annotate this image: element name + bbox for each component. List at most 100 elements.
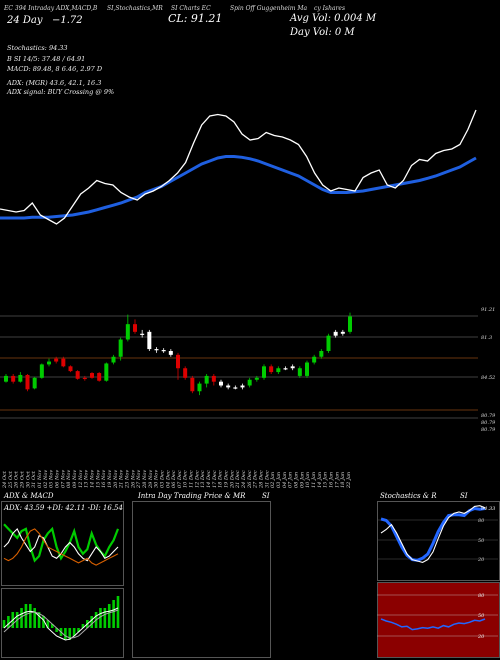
date-tick-label: 01 Nov: [37, 470, 43, 488]
header-part-5-wrap: cy Ishares: [314, 5, 345, 12]
date-tick-label: 14 Jan: [317, 472, 323, 488]
stoch-d-line: [380, 505, 486, 563]
macd-signal-line: [3, 609, 119, 639]
stoch-value-label: 94.33: [481, 506, 495, 512]
candle-body: [125, 324, 130, 340]
candle-body: [326, 335, 331, 351]
date-tick-label: 02 Jan: [270, 472, 276, 488]
adx-box: [1, 501, 124, 586]
header-part-5: cy Ishares: [314, 5, 346, 12]
macd-text: MACD: 89.48, 8 6.46, 2.97 D: [7, 65, 103, 73]
date-tick-label: 28 Dec: [259, 470, 265, 489]
date-tick-label: 26 Nov: [130, 470, 136, 489]
candle-body: [197, 383, 202, 392]
header-part-3: SI Charts EC: [171, 5, 211, 12]
macd-hist-bar: [103, 608, 107, 628]
candle-body: [269, 366, 274, 373]
adx-values: ADX: 43.59 +DI: 42.11 -DI: 16.54: [4, 504, 123, 512]
stoch-lines: 80 50 20 94.33: [377, 505, 498, 563]
date-tick-label: 18 Jan: [340, 472, 346, 488]
date-tick-label: 13 Dec: [200, 470, 206, 488]
macd-hist-bar: [20, 608, 23, 628]
date-tick-label: 10 Dec: [183, 470, 189, 488]
adx-macd-panel: ADX & MACD ADX: 43.59 +DI: 42.11 -DI: 16…: [0, 492, 125, 660]
candle-body: [333, 331, 338, 336]
day-vol-label: Day Vol: 0 M: [290, 27, 355, 38]
candle-body: [111, 356, 116, 363]
candle-body: [290, 366, 295, 369]
date-tick-label: 11 Dec: [189, 470, 195, 488]
date-tick-label: 08 Nov: [66, 470, 72, 488]
date-tick-label: 17 Jan: [334, 472, 340, 488]
candle-body: [312, 356, 317, 363]
candle-body: [254, 377, 259, 380]
price-level-label: 80.79: [481, 420, 496, 426]
stoch-rsi-panel: Stochastics & R SI 80 50 20 94.33 80 50 20: [376, 492, 500, 660]
candle-body: [90, 373, 94, 378]
candle-body: [104, 363, 109, 381]
date-tick-label: 12 Nov: [78, 470, 84, 488]
candle-body: [4, 375, 8, 382]
macd-hist-bar: [64, 628, 67, 640]
stoch-tick-label: 50: [478, 538, 485, 544]
candle-body: [226, 385, 231, 388]
date-tick-label: 06 Dec: [171, 470, 177, 488]
candle-body: [233, 387, 238, 389]
adx-minus-di-line: [3, 528, 119, 566]
date-tick-label: 09 Nov: [72, 470, 78, 488]
date-tick-label: 03 Dec: [159, 470, 165, 488]
date-tick-label: 30 Nov: [154, 470, 160, 488]
date-tick-label: 04 Dec: [165, 470, 171, 488]
macd-hist-bar: [37, 612, 41, 628]
macd-hist-bar: [72, 628, 76, 636]
date-tick-label: 22 Jan: [346, 472, 352, 489]
candle-body: [39, 364, 44, 378]
macd-hist-bar: [50, 624, 54, 628]
macd-hist-bar: [46, 620, 50, 628]
stoch-tick-label: 20: [477, 557, 485, 563]
macd-lines: [2, 596, 120, 641]
header-part-1: EC 394 Intraday ADX,MACD,B: [4, 5, 98, 12]
date-tick-label: 14 Nov: [89, 470, 95, 488]
date-tick-label: 15 Nov: [95, 470, 101, 488]
candle-body: [247, 379, 252, 386]
date-tick-label: 27 Nov: [136, 470, 142, 489]
price-level-label: 81.3: [481, 335, 492, 341]
date-tick-label: 14 Dec: [206, 470, 212, 488]
macd-hist-bar: [33, 608, 36, 628]
date-label: 24 Day: [7, 15, 43, 26]
candle-body: [319, 351, 324, 357]
date-tick-label: 13 Nov: [84, 470, 90, 488]
stoch-title-suffix: SI: [460, 492, 468, 500]
macd-hist-bar: [107, 604, 111, 628]
date-tick-label: 09 Jan: [299, 472, 305, 488]
header-part-4-wrap: Spin Off Guggenheim Ma: [230, 5, 307, 12]
candle-body: [276, 368, 281, 373]
adx-text: ADX: (MGR) 43.6, 42.1, 16.3: [7, 79, 102, 87]
date-tick-label: 07 Nov: [60, 470, 66, 488]
adx-plus-di-line: [3, 523, 120, 563]
date-tick-label: 30 Oct: [25, 470, 31, 488]
day-change: −1.72: [52, 15, 83, 26]
intraday-panel: Intra Day Trading Price & MR SI: [128, 492, 372, 660]
rsi-line: [380, 618, 486, 631]
macd-hist-bar: [112, 600, 115, 628]
candle-body: [133, 324, 137, 332]
date-tick-label: 21 Dec: [235, 470, 241, 489]
macd-box: [1, 588, 124, 658]
candle-body: [340, 331, 345, 334]
ma-chart: [0, 109, 477, 225]
macd-hist-bar: [29, 604, 32, 628]
candle-body: [32, 377, 37, 389]
candle-body: [297, 368, 302, 376]
stoch-title: Stochastics & R: [380, 492, 437, 500]
macd-hist-bar: [81, 624, 85, 628]
date-tick-label: 06 Nov: [54, 470, 60, 488]
stoch-tick-label: 80: [478, 518, 485, 524]
macd-hist-bar: [42, 616, 45, 628]
macd-hist-bar: [2, 620, 6, 628]
date-tick-label: 04 Jan: [282, 472, 288, 488]
candle-body: [75, 371, 80, 379]
date-tick-label: 29 Nov: [148, 470, 154, 489]
candle-body: [176, 354, 180, 369]
